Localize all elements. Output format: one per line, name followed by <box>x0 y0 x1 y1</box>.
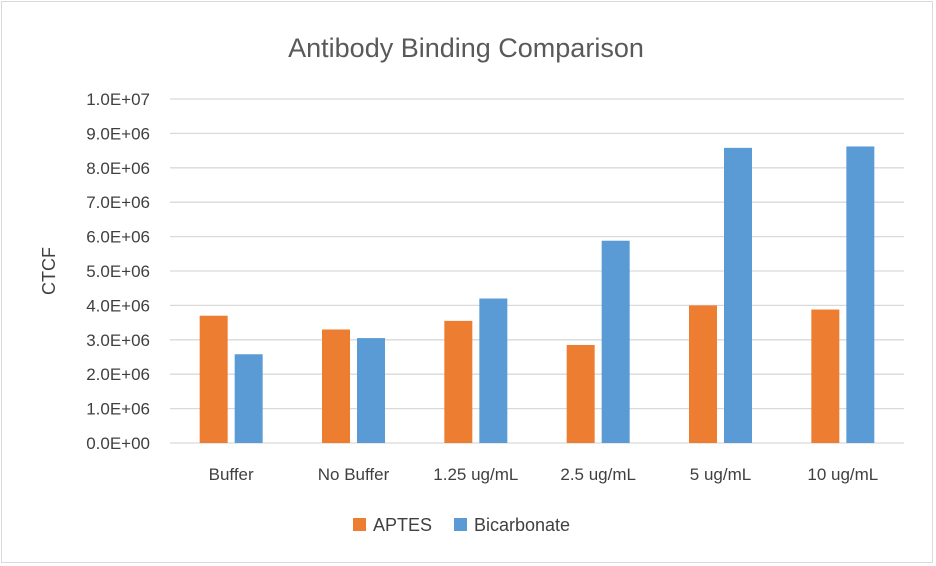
x-tick-label: 5 ug/mL <box>690 465 751 484</box>
chart-title: Antibody Binding Comparison <box>288 33 644 63</box>
y-tick-label: 3.0E+06 <box>86 331 150 350</box>
bar-bicarbonate-6 <box>846 146 875 444</box>
y-tick-label: 0.0E+00 <box>86 434 150 453</box>
x-tick-label: 2.5 ug/mL <box>560 465 636 484</box>
y-tick-label: 1.0E+06 <box>86 400 150 419</box>
bar-bicarbonate-1 <box>234 354 263 443</box>
bar-aptes-2 <box>322 329 350 443</box>
bars <box>199 146 875 444</box>
y-axis-ticks: 0.0E+00 1.0E+06 2.0E+06 3.0E+06 4.0E+06 5.0E+… <box>86 90 150 453</box>
y-tick-label: 1.0E+07 <box>86 90 150 109</box>
bar-aptes-4 <box>566 344 595 443</box>
bar-aptes-3 <box>444 320 473 443</box>
y-tick-label: 4.0E+06 <box>86 296 150 315</box>
bar-bicarbonate-4 <box>601 240 630 443</box>
legend: APTES Bicarbonate <box>353 515 570 535</box>
x-tick-label: 10 ug/mL <box>807 465 878 484</box>
bar-aptes-1 <box>199 315 228 443</box>
legend-swatch-aptes <box>353 518 366 531</box>
y-tick-label: 7.0E+06 <box>86 193 150 212</box>
bar-aptes-6 <box>811 309 840 443</box>
bar-aptes-5 <box>689 305 717 443</box>
legend-swatch-bicarbonate <box>454 518 467 531</box>
y-tick-label: 8.0E+06 <box>86 159 150 178</box>
y-tick-label: 9.0E+06 <box>86 124 150 143</box>
y-tick-label: 5.0E+06 <box>86 262 150 281</box>
x-axis-ticks: Buffer No Buffer 1.25 ug/mL 2.5 ug/mL 5 ug/m… <box>209 465 879 484</box>
y-tick-label: 6.0E+06 <box>86 228 150 247</box>
x-tick-label: No Buffer <box>318 465 390 484</box>
legend-label-bicarbonate: Bicarbonate <box>474 515 570 535</box>
legend-label-aptes: APTES <box>373 515 432 535</box>
x-tick-label: 1.25 ug/mL <box>433 465 518 484</box>
bar-bicarbonate-5 <box>724 147 752 443</box>
bar-bicarbonate-2 <box>357 338 385 443</box>
y-axis-label: CTCF <box>39 247 59 295</box>
gridlines <box>170 98 904 444</box>
bar-bicarbonate-3 <box>479 298 508 443</box>
x-tick-label: Buffer <box>209 465 254 484</box>
y-tick-label: 2.0E+06 <box>86 365 150 384</box>
